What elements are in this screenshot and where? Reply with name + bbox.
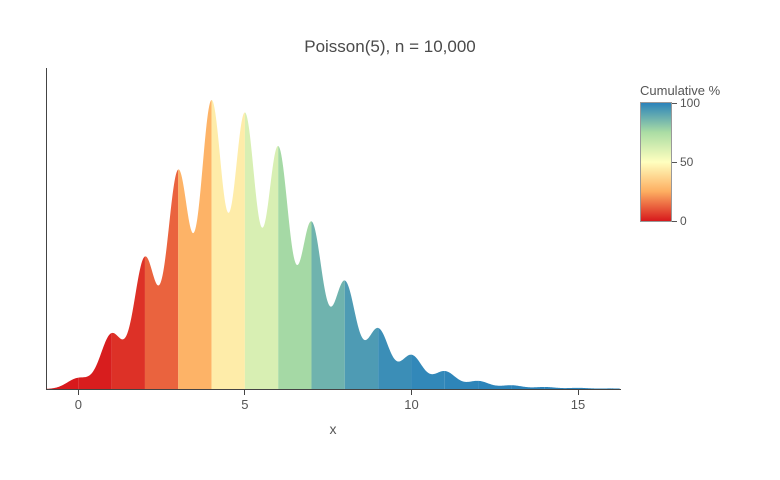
colorbar-tick-0: [672, 221, 677, 222]
density-band-7-8: [311, 100, 345, 389]
chart-title: Poisson(5), n = 10,000: [304, 37, 476, 56]
x-tick-10: [410, 390, 412, 395]
x-tick-label-10: 10: [404, 397, 419, 412]
x-tick-15: [577, 390, 579, 395]
colorbar-gradient: [640, 102, 672, 222]
density-band-9-10: [378, 100, 412, 389]
x-tick-label-5: 5: [241, 397, 249, 412]
colorbar-tick-label-50: 50: [680, 155, 694, 169]
colorbar-title: Cumulative %: [640, 83, 721, 98]
colorbar-tick-50: [672, 162, 677, 163]
density-band-2-3: [144, 100, 179, 389]
x-tick-label-0: 0: [74, 397, 82, 412]
colorbar-tick-label-100: 100: [680, 96, 701, 110]
density-curve: [46, 100, 620, 389]
colorbar-tick-label-0: 0: [680, 214, 687, 228]
density-band--1-0: [46, 100, 79, 389]
x-axis-title: x: [329, 421, 337, 437]
density-band-3-4: [178, 100, 212, 389]
density-band-16-17: [611, 100, 620, 389]
density-band-12-13: [478, 100, 512, 389]
colorbar-tick-100: [672, 103, 677, 104]
plot-area[interactable]: [46, 68, 621, 390]
x-tick-label-15: 15: [570, 397, 586, 412]
density-band-10-11: [411, 100, 445, 389]
density-band-4-5: [211, 100, 245, 389]
density-band-15-16: [578, 100, 612, 389]
density-band-6-7: [278, 100, 312, 389]
density-band-13-14: [511, 100, 545, 389]
density-band-8-9: [344, 100, 379, 389]
density-band-11-12: [444, 100, 479, 389]
density-band-5-6: [244, 100, 279, 389]
x-tick-5: [244, 390, 246, 395]
density-band-0-1: [78, 100, 112, 389]
x-tick-0: [77, 390, 79, 395]
density-band-1-2: [111, 100, 145, 389]
density-band-14-15: [544, 100, 579, 389]
